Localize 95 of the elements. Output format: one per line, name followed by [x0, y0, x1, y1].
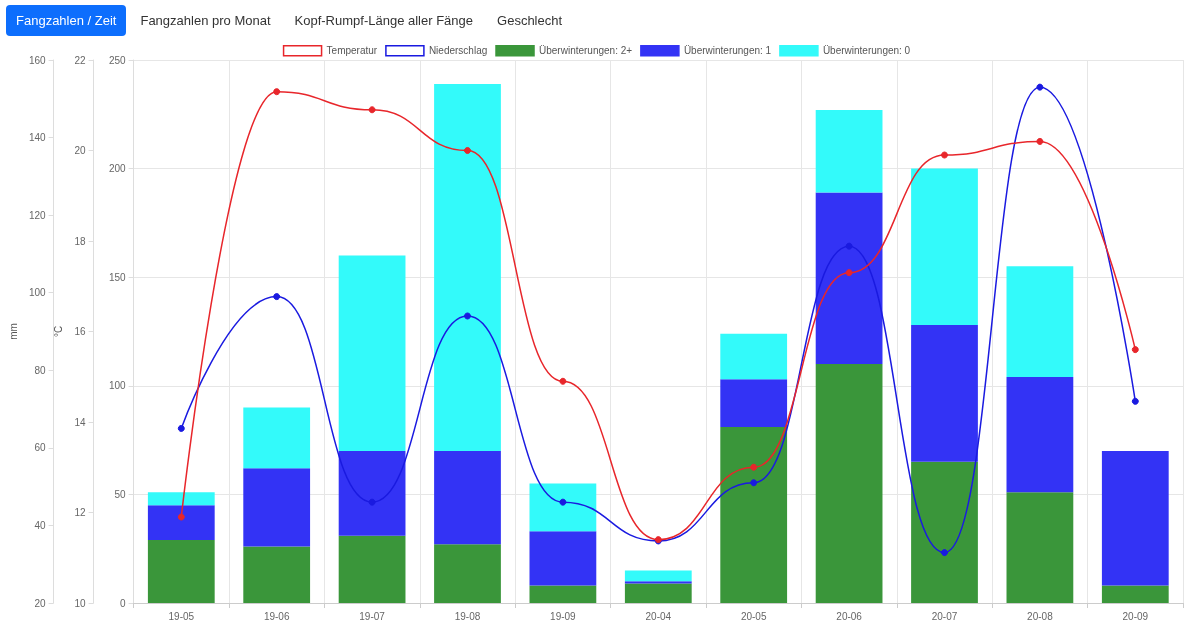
bar [624, 583, 692, 603]
bar [338, 535, 406, 603]
y2-axis-title: °C [53, 325, 65, 338]
x-tick-label: 20-09 [1122, 610, 1149, 622]
y3-tick-label: 60 [34, 442, 47, 454]
bar [815, 364, 883, 603]
y3-axis-title: mm [7, 323, 19, 340]
point [273, 88, 281, 96]
y2-tick-label: 10 [74, 597, 87, 609]
y2-tick-label: 14 [74, 416, 87, 428]
bar [147, 505, 215, 541]
point [845, 269, 853, 277]
text: Kopf-Rumpf-Länge aller Fänge [293, 11, 475, 30]
point [750, 463, 758, 471]
point [559, 377, 567, 385]
point [1036, 83, 1044, 91]
bar [434, 83, 501, 451]
y-tick-label: 100 [108, 380, 127, 392]
point [464, 312, 471, 320]
bar [720, 333, 788, 380]
point [941, 151, 948, 159]
y3-tick-label: 80 [34, 364, 47, 376]
bar [1006, 377, 1074, 493]
bar [1101, 585, 1169, 603]
y3-tick-label: 140 [28, 132, 47, 144]
bar [338, 255, 406, 451]
x-tick-label: 19-06 [263, 610, 290, 622]
point [1036, 137, 1044, 145]
bar [815, 109, 883, 193]
x-tick-label: 19-08 [454, 610, 481, 622]
point [368, 106, 376, 114]
bar [434, 544, 501, 603]
bar [624, 581, 692, 584]
bar [147, 492, 215, 506]
bar [243, 546, 311, 603]
point [273, 293, 281, 301]
point [1131, 346, 1139, 354]
y-tick-label: 50 [114, 488, 127, 500]
x-tick-label: 20-05 [740, 610, 767, 622]
legend-label: Temperatur [326, 45, 378, 57]
legend-label: Niederschlag [428, 45, 488, 57]
x-tick-label: 19-05 [168, 610, 195, 622]
point [845, 242, 853, 250]
y2-tick-label: 12 [74, 507, 87, 518]
bar [529, 585, 597, 603]
bar [911, 461, 978, 603]
point [750, 479, 758, 487]
y-tick-label: 200 [108, 163, 127, 175]
y-tick-label: 150 [108, 271, 127, 283]
legend-label: Überwinterungen: 0 [822, 45, 911, 57]
text: Fangzahlen pro Monat [139, 11, 272, 30]
point [177, 513, 185, 521]
point [464, 147, 471, 154]
bar [338, 450, 406, 536]
point [177, 424, 185, 432]
bar [1101, 450, 1169, 586]
text: Fangzahlen / Zeit [6, 4, 127, 36]
y2-tick-label: 16 [74, 326, 87, 337]
bar [911, 168, 978, 325]
bar [147, 540, 215, 603]
y2-tick-label: 18 [74, 235, 87, 247]
x-tick-label: 20-08 [1027, 610, 1054, 622]
point [559, 498, 567, 506]
bar [1006, 266, 1074, 378]
bar [243, 468, 311, 547]
bar [815, 192, 883, 365]
point [941, 549, 948, 557]
y3-tick-label: 40 [34, 519, 47, 531]
bar [529, 531, 597, 586]
y2-tick-label: 22 [74, 54, 87, 66]
text: Geschlecht [496, 11, 564, 30]
y3-tick-label: 20 [34, 597, 47, 609]
legend-label: Überwinterungen: 2+ [539, 45, 633, 57]
y3-tick-label: 160 [28, 54, 47, 66]
bar [720, 379, 788, 428]
x-tick-label: 20-06 [836, 610, 863, 622]
point [368, 498, 376, 506]
y3-tick-label: 100 [28, 287, 47, 299]
bar [911, 324, 978, 462]
y-tick-label: 250 [108, 54, 127, 66]
bar [1006, 492, 1074, 603]
y-tick-label: 0 [120, 597, 127, 609]
x-tick-label: 20-07 [931, 610, 958, 622]
bar [624, 570, 692, 582]
x-tick-label: 19-07 [359, 610, 386, 622]
y2-tick-label: 20 [74, 145, 87, 156]
x-tick-label: 20-04 [645, 610, 672, 622]
point [1131, 397, 1139, 405]
x-tick-label: 19-09 [550, 610, 577, 622]
bar [720, 427, 788, 603]
y3-tick-label: 120 [28, 209, 47, 221]
bar [434, 450, 501, 545]
bar [529, 483, 597, 532]
bar [243, 407, 311, 469]
legend-label: Überwinterungen: 1 [683, 45, 772, 57]
